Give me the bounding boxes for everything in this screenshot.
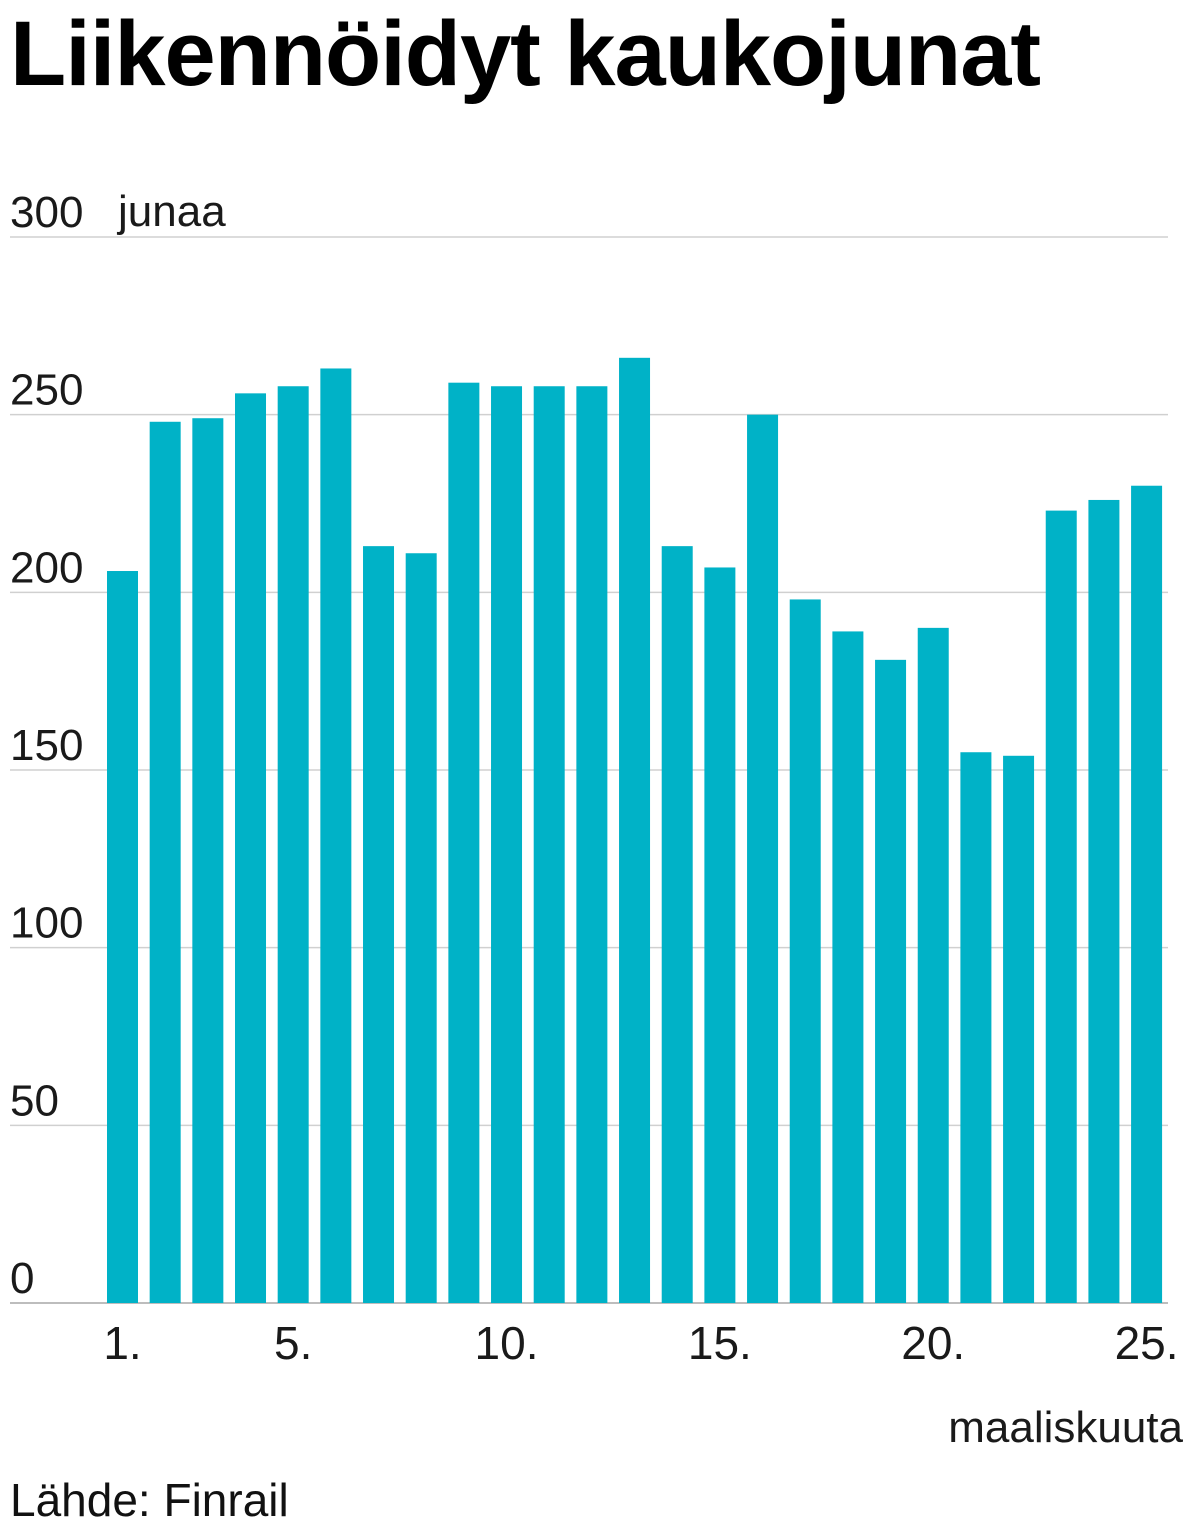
bar-day-17 xyxy=(789,599,821,1303)
bar-day-9 xyxy=(448,382,480,1304)
y-axis-unit-label: junaa xyxy=(116,187,226,236)
bar-day-8 xyxy=(405,553,437,1303)
y-tick-label-0: 0 xyxy=(10,1254,34,1303)
bar-day-14 xyxy=(661,546,693,1303)
bar-day-6 xyxy=(320,368,352,1303)
x-axis-ticks: 1. 5. 10. 15. 20. 25. xyxy=(103,1317,1178,1369)
bar-day-18 xyxy=(832,631,864,1303)
bar-day-13 xyxy=(619,357,651,1303)
bar-day-21 xyxy=(960,752,992,1303)
bar-day-19 xyxy=(875,659,907,1303)
bar-day-24 xyxy=(1088,499,1120,1303)
x-tick-label-1: 1. xyxy=(103,1317,141,1369)
y-tick-label-50: 50 xyxy=(10,1076,59,1125)
y-tick-label-200: 200 xyxy=(10,543,83,592)
x-tick-label-5: 5. xyxy=(274,1317,312,1369)
x-tick-label-15: 15. xyxy=(688,1317,752,1369)
y-tick-label-250: 250 xyxy=(10,366,83,415)
bar-day-15 xyxy=(704,567,736,1303)
chart-title: Liikennöidyt kaukojunat xyxy=(10,3,1041,105)
y-axis-ticks: 0 50 100 150 200 250 300 xyxy=(10,188,83,1303)
y-tick-label-100: 100 xyxy=(10,899,83,948)
bar-day-2 xyxy=(149,421,181,1304)
bar-day-16 xyxy=(747,414,779,1304)
y-tick-label-150: 150 xyxy=(10,721,83,770)
bar-day-1 xyxy=(107,571,138,1303)
bar-day-7 xyxy=(363,546,395,1303)
source-note: Lähde: Finrail xyxy=(10,1474,289,1526)
x-tick-label-20: 20. xyxy=(901,1317,965,1369)
bar-day-5 xyxy=(277,386,309,1303)
x-tick-label-25: 25. xyxy=(1115,1317,1179,1369)
bar-day-20 xyxy=(917,627,949,1303)
x-axis-title: maaliskuuta xyxy=(948,1403,1183,1452)
bars xyxy=(107,357,1163,1304)
bar-day-10 xyxy=(491,386,523,1303)
bar-day-25 xyxy=(1131,485,1163,1303)
bar-day-11 xyxy=(533,386,565,1303)
bar-day-12 xyxy=(576,386,608,1303)
bar-day-23 xyxy=(1045,510,1077,1303)
bar-day-3 xyxy=(192,418,224,1304)
y-tick-label-300: 300 xyxy=(10,188,83,237)
bar-day-4 xyxy=(235,393,267,1303)
x-tick-label-10: 10. xyxy=(475,1317,539,1369)
bar-day-22 xyxy=(1003,755,1035,1303)
